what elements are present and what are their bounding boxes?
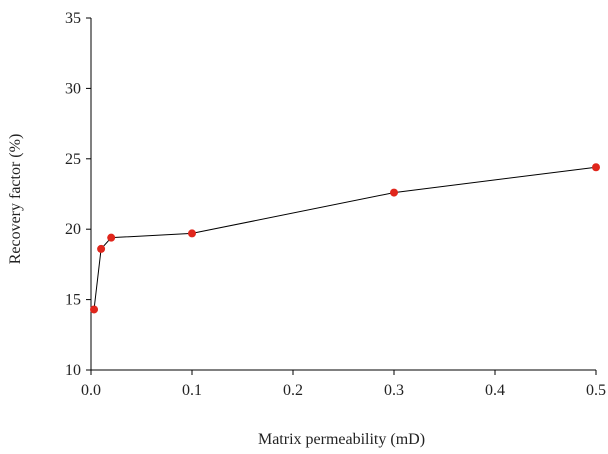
x-tick-label: 0.3 [384, 382, 404, 399]
data-point [107, 233, 116, 242]
y-axis-title: Recovery factor (%) [7, 134, 24, 265]
series-line [93, 166, 597, 310]
x-tick-label: 0.5 [586, 382, 606, 399]
x-tick-label: 0.1 [182, 382, 202, 399]
x-tick-label: 0.4 [485, 382, 505, 399]
data-point [592, 163, 600, 172]
y-tick-label: 10 [65, 362, 81, 379]
data-point [390, 188, 398, 197]
x-tick-label: 0.2 [283, 382, 303, 399]
data-point [90, 305, 99, 314]
y-tick-label: 20 [65, 221, 81, 238]
y-tick-label: 30 [65, 80, 81, 97]
x-tick-label: 0.0 [81, 382, 101, 399]
x-axis-ticks: 0.0 0.1 0.2 0.3 0.4 0.5 [81, 370, 606, 399]
x-axis-title: Matrix permeability (mD) [258, 431, 425, 448]
y-tick-label: 35 [65, 10, 81, 27]
y-tick-label: 25 [65, 151, 81, 168]
y-axis-ticks: 10 15 20 25 30 35 [65, 10, 91, 379]
data-points [90, 163, 600, 314]
data-point [97, 244, 106, 253]
y-tick-label: 15 [65, 292, 81, 309]
data-point [188, 229, 196, 238]
